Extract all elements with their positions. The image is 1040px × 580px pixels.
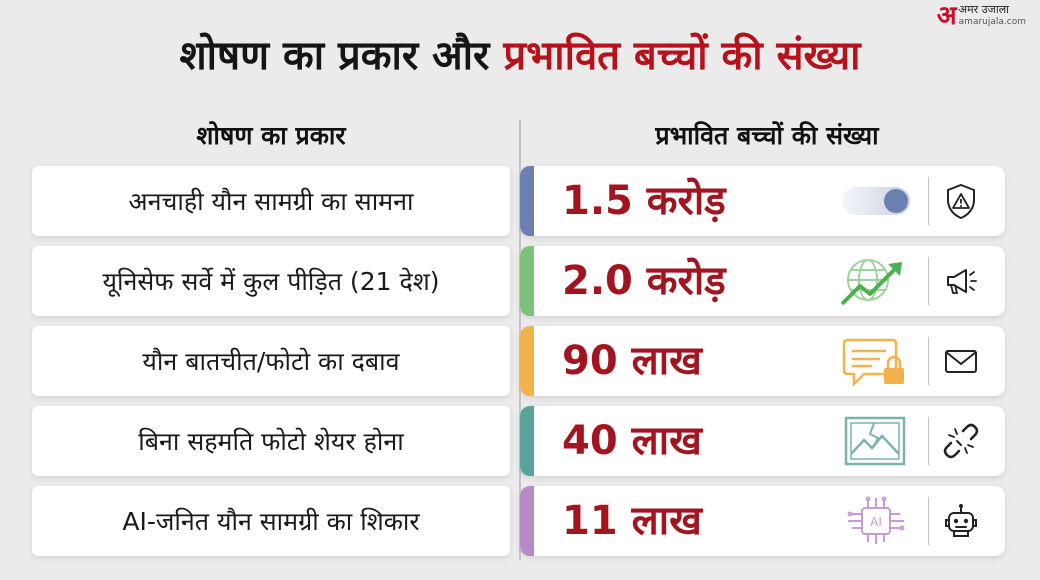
row-color-stripe bbox=[520, 486, 534, 556]
robot-icon bbox=[945, 504, 977, 537]
ai-chip-graphic: AI bbox=[847, 496, 905, 544]
column-header-count: प्रभावित बच्चों की संख्या bbox=[655, 121, 879, 150]
envelope-icon bbox=[945, 350, 977, 373]
table-row: यौन बातचीत/फोटो का दबाव 90 लाख bbox=[32, 326, 1005, 396]
row-color-stripe bbox=[520, 326, 534, 396]
shield-warning-icon bbox=[947, 183, 975, 220]
icon-separator bbox=[928, 337, 929, 385]
brand-mark: अ bbox=[936, 1, 957, 31]
row-value-card: 90 लाख bbox=[520, 326, 1005, 396]
page-title: शोषण का प्रकार और प्रभावित बच्चों की संख… bbox=[0, 30, 1040, 82]
row-type-label: यूनिसेफ सर्वे में कुल पीड़ित (21 देश) bbox=[32, 246, 510, 316]
icon-separator bbox=[928, 177, 929, 225]
row-value-card: 40 लाख bbox=[520, 406, 1005, 476]
broken-link-icon bbox=[943, 423, 979, 459]
row-color-stripe bbox=[520, 406, 534, 476]
row-color-stripe bbox=[520, 166, 534, 236]
row-color-stripe bbox=[520, 246, 534, 316]
row-type-label: AI-जनित यौन सामग्री का शिकार bbox=[32, 486, 510, 556]
icon-separator bbox=[928, 257, 929, 305]
table-row: यूनिसेफ सर्वे में कुल पीड़ित (21 देश) 2.… bbox=[32, 246, 1005, 316]
row-count-value: 40 लाख bbox=[562, 418, 702, 464]
row-type-label: बिना सहमति फोटो शेयर होना bbox=[32, 406, 510, 476]
brand-name: अमर उजाला bbox=[958, 3, 1009, 16]
row-value-card: 2.0 करोड़ bbox=[520, 246, 1005, 316]
table-row: AI-जनित यौन सामग्री का शिकार 11 लाख AI bbox=[32, 486, 1005, 556]
ai-chip-glyph: AI bbox=[870, 515, 882, 529]
table-row: अनचाही यौन सामग्री का सामना 1.5 करोड़ bbox=[32, 166, 1005, 236]
table-row: बिना सहमति फोटो शेयर होना 40 लाख bbox=[32, 406, 1005, 476]
title-part-2: प्रभावित बच्चों की संख्या bbox=[503, 33, 861, 79]
chat-lock-graphic bbox=[842, 338, 904, 388]
row-count-value: 90 लाख bbox=[562, 338, 702, 384]
broken-image-graphic bbox=[844, 416, 906, 466]
row-count-value: 1.5 करोड़ bbox=[562, 178, 726, 224]
row-type-label: यौन बातचीत/फोटो का दबाव bbox=[32, 326, 510, 396]
brand-logo: अ अमर उजाला amarujala.com bbox=[936, 1, 1026, 31]
row-value-card: 11 लाख AI bbox=[520, 486, 1005, 556]
row-count-value: 11 लाख bbox=[562, 498, 702, 544]
brand-site: amarujala.com bbox=[958, 17, 1026, 27]
row-type-label: अनचाही यौन सामग्री का सामना bbox=[32, 166, 510, 236]
icon-separator bbox=[928, 497, 929, 545]
column-header-type: शोषण का प्रकार bbox=[196, 121, 346, 150]
icon-separator bbox=[928, 417, 929, 465]
toggle-switch-graphic bbox=[842, 187, 910, 215]
title-part-1: शोषण का प्रकार और bbox=[179, 33, 490, 79]
row-value-card: 1.5 करोड़ bbox=[520, 166, 1005, 236]
megaphone-icon bbox=[947, 269, 977, 294]
globe-growth-graphic bbox=[840, 259, 902, 306]
row-count-value: 2.0 करोड़ bbox=[562, 258, 726, 304]
